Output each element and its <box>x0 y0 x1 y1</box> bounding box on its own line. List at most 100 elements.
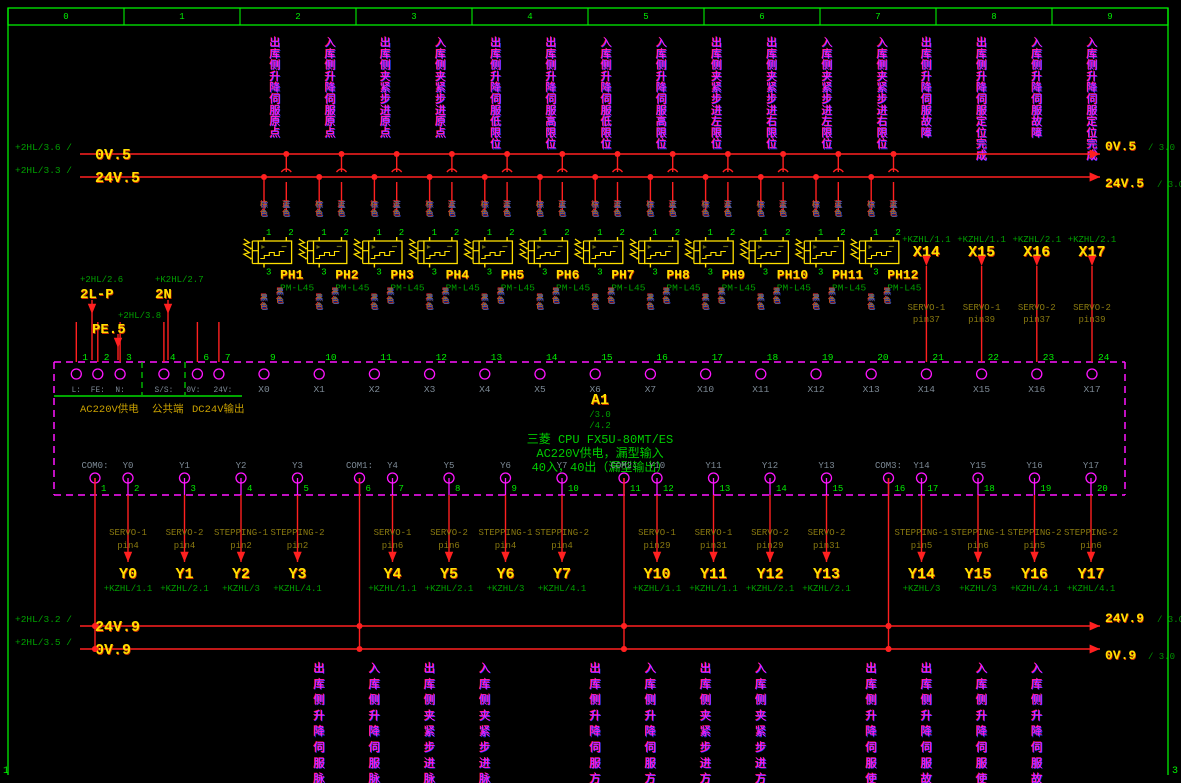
svg-text:黑: 黑 <box>828 287 836 297</box>
svg-text:3: 3 <box>266 268 271 278</box>
svg-text:Y0: Y0 <box>123 461 134 471</box>
svg-text:+2HL/3.5 /: +2HL/3.5 / <box>15 637 72 648</box>
svg-text:SERVO-2: SERVO-2 <box>1073 303 1111 313</box>
svg-text:黑: 黑 <box>387 287 395 297</box>
svg-text:服: 服 <box>645 757 657 771</box>
svg-text:出: 出 <box>313 661 325 676</box>
svg-text:库: 库 <box>755 677 767 692</box>
svg-text:位: 位 <box>822 137 833 152</box>
svg-text:1: 1 <box>179 12 184 22</box>
svg-text:11: 11 <box>380 352 392 363</box>
svg-text:X0: X0 <box>258 384 270 395</box>
svg-text:黑: 黑 <box>607 287 615 297</box>
svg-text:库: 库 <box>479 677 491 692</box>
svg-text:方: 方 <box>700 772 712 783</box>
svg-text:Y15: Y15 <box>964 566 991 583</box>
svg-text:PH9: PH9 <box>722 268 746 283</box>
svg-text:Y4: Y4 <box>387 461 398 471</box>
svg-text:3: 3 <box>411 12 416 22</box>
svg-text:PH3: PH3 <box>390 268 414 283</box>
svg-text:点: 点 <box>270 126 281 140</box>
svg-text:22: 22 <box>988 352 1000 363</box>
svg-text:pin4: pin4 <box>551 541 573 551</box>
svg-text:PH6: PH6 <box>556 268 580 283</box>
svg-text:13: 13 <box>720 484 731 494</box>
svg-text:COM0:: COM0: <box>81 461 108 471</box>
svg-text:SERVO-1: SERVO-1 <box>374 528 412 538</box>
svg-text:STEPPING-1: STEPPING-1 <box>951 528 1005 538</box>
svg-text:降: 降 <box>1031 80 1042 95</box>
svg-text:+KZHL/4.1: +KZHL/4.1 <box>1067 584 1116 594</box>
svg-text:24V.5: 24V.5 <box>95 170 140 187</box>
svg-text:Y7: Y7 <box>557 461 568 471</box>
svg-text:Y2: Y2 <box>236 461 247 471</box>
svg-text:位: 位 <box>1087 125 1098 140</box>
svg-text:PH2: PH2 <box>335 268 359 283</box>
svg-text:PM-L45: PM-L45 <box>335 283 370 294</box>
svg-text:黑: 黑 <box>773 287 781 297</box>
svg-text:AC220V供电: AC220V供电 <box>80 402 139 416</box>
svg-text:1: 1 <box>376 228 381 238</box>
svg-text:升: 升 <box>921 709 933 723</box>
svg-text:Y10: Y10 <box>649 461 665 471</box>
svg-text:方: 方 <box>755 772 767 783</box>
svg-text:pin6: pin6 <box>382 541 404 551</box>
svg-text:定: 定 <box>1087 114 1098 129</box>
svg-text:16: 16 <box>656 352 668 363</box>
svg-text:3: 3 <box>873 268 878 278</box>
svg-text:pin39: pin39 <box>968 315 995 325</box>
svg-text:入: 入 <box>755 662 767 676</box>
svg-text:PM-L45: PM-L45 <box>556 283 591 294</box>
svg-text:Y15: Y15 <box>970 461 986 471</box>
svg-text:升: 升 <box>645 709 657 723</box>
svg-text:3: 3 <box>597 268 602 278</box>
svg-text:+KZHL/1.1: +KZHL/1.1 <box>368 584 417 594</box>
svg-text:故: 故 <box>921 114 932 129</box>
svg-text:X1: X1 <box>313 384 325 395</box>
svg-text:24: 24 <box>1098 352 1110 363</box>
svg-text:+2HL/3.6 /: +2HL/3.6 / <box>15 142 72 153</box>
svg-text:Y13: Y13 <box>818 461 834 471</box>
svg-text:COM1:: COM1: <box>346 461 373 471</box>
svg-text:PM-L45: PM-L45 <box>611 283 646 294</box>
svg-text:Y0: Y0 <box>119 566 137 583</box>
svg-text:Y12: Y12 <box>762 461 778 471</box>
svg-text:障: 障 <box>921 125 932 140</box>
svg-text:公共端: 公共端 <box>152 402 184 416</box>
svg-text:+KZHL/4.1: +KZHL/4.1 <box>538 584 587 594</box>
svg-text:STEPPING-2: STEPPING-2 <box>535 528 589 538</box>
svg-text:高: 高 <box>546 114 557 129</box>
svg-text:伺: 伺 <box>865 741 877 755</box>
svg-text:侧: 侧 <box>645 694 657 708</box>
svg-text:PE.5: PE.5 <box>92 322 126 338</box>
svg-text:SERVO-2: SERVO-2 <box>430 528 468 538</box>
svg-text:PM-L45: PM-L45 <box>887 283 922 294</box>
svg-text:紧: 紧 <box>424 725 436 739</box>
svg-text:位: 位 <box>877 137 888 152</box>
svg-text:黑: 黑 <box>867 293 875 303</box>
svg-text:Y5: Y5 <box>440 566 458 583</box>
svg-text:18: 18 <box>984 484 995 494</box>
svg-text:2: 2 <box>896 228 901 238</box>
svg-text:伺: 伺 <box>313 741 325 755</box>
svg-text:出: 出 <box>270 35 281 50</box>
svg-text:服: 服 <box>369 757 381 771</box>
svg-text:SERVO-1: SERVO-1 <box>109 528 147 538</box>
svg-text:pin2: pin2 <box>230 541 252 551</box>
svg-text:降: 降 <box>601 80 612 95</box>
svg-text:6: 6 <box>366 484 371 494</box>
svg-text:黑: 黑 <box>260 293 268 303</box>
svg-text:PM-L45: PM-L45 <box>832 283 867 294</box>
svg-text:降: 降 <box>490 80 501 95</box>
svg-text:侧: 侧 <box>976 694 988 708</box>
svg-text:黑: 黑 <box>371 293 379 303</box>
svg-text:14: 14 <box>776 484 787 494</box>
svg-text:18: 18 <box>767 352 779 363</box>
svg-text:pin37: pin37 <box>1023 315 1050 325</box>
svg-text:侧: 侧 <box>700 694 712 708</box>
svg-text:/ 3.0: / 3.0 <box>1157 180 1181 190</box>
svg-text:+KZHL/4.1: +KZHL/4.1 <box>273 584 322 594</box>
svg-text:侧: 侧 <box>424 694 436 708</box>
svg-text:+2HL/2.6: +2HL/2.6 <box>80 275 123 285</box>
svg-text:7: 7 <box>875 12 880 22</box>
